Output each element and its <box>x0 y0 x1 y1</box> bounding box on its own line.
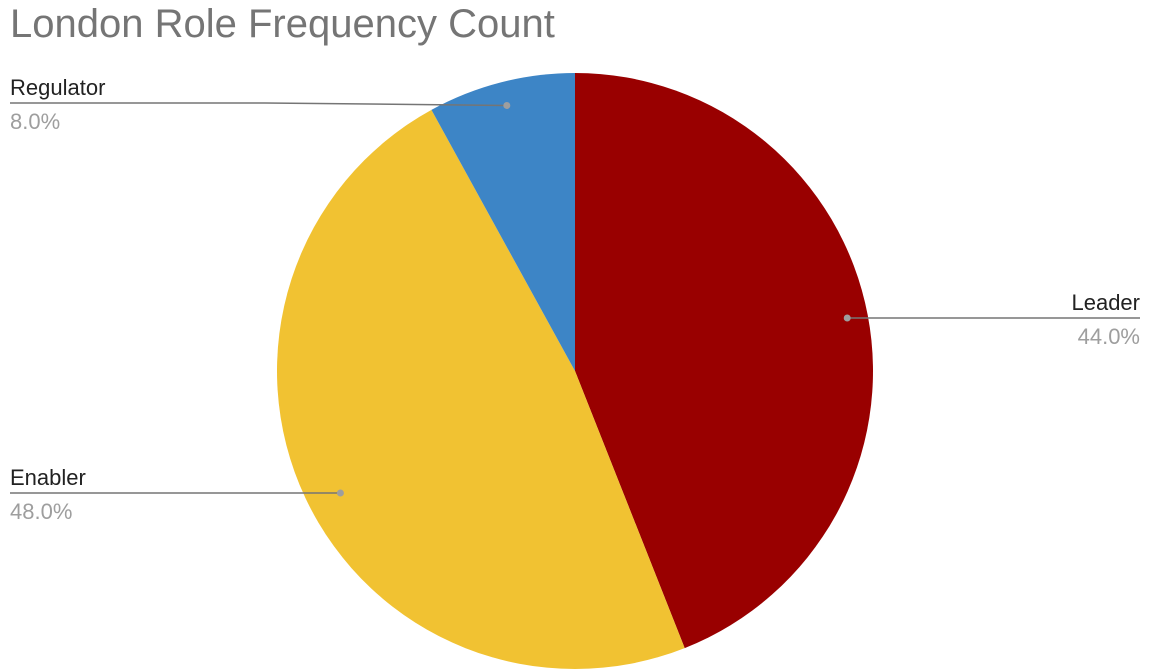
pie-slice-leader <box>575 73 873 649</box>
slice-percent-leader: 44.0% <box>1078 324 1140 349</box>
pie-slice-regulator <box>431 73 575 371</box>
slice-percent-regulator: 8.0% <box>10 109 60 134</box>
leader-dot-enabler <box>336 489 344 497</box>
leader-line-regulator <box>10 102 507 107</box>
leader-dot-leader <box>843 314 851 322</box>
chart-title: London Role Frequency Count <box>10 2 555 46</box>
slice-label-enabler: Enabler <box>10 465 86 490</box>
leader-dot-regulator <box>503 101 511 109</box>
slice-label-regulator: Regulator <box>10 75 105 100</box>
slice-label-leader: Leader <box>1071 290 1140 315</box>
pie-slices <box>277 73 873 669</box>
pie-slice-enabler <box>277 109 685 669</box>
slice-labels: Leader 44.0% Enabler 48.0% Regulator 8.0% <box>10 75 1140 524</box>
slice-percent-enabler: 48.0% <box>10 499 72 524</box>
